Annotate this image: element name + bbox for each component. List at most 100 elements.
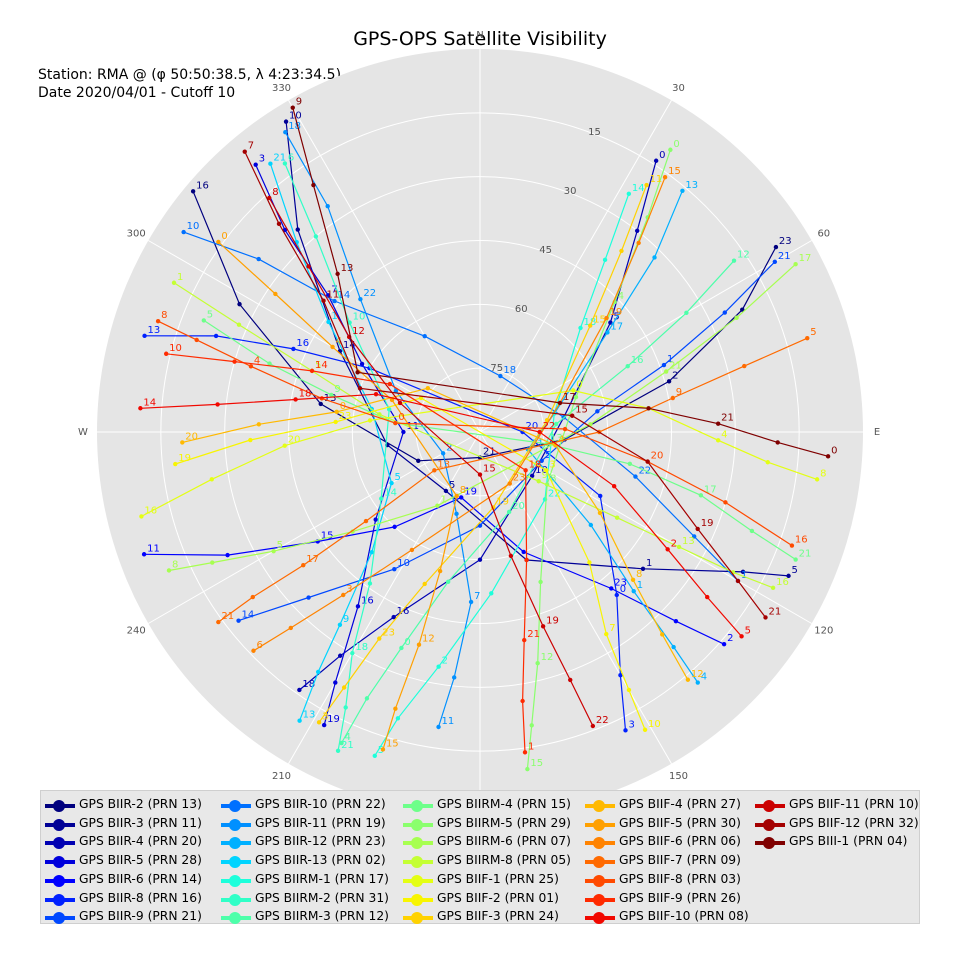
legend-label: GPS BIIR-10 (PRN 22) [255, 797, 386, 811]
hour-label: 7 [248, 141, 254, 152]
track-point [611, 484, 617, 489]
hour-label: 16 [631, 355, 644, 366]
track-point [173, 461, 178, 467]
track-point [337, 653, 343, 658]
track-point [662, 175, 668, 180]
legend-label: GPS BIIF-12 (PRN 32) [789, 815, 919, 830]
track-point [283, 119, 289, 124]
track-point [333, 680, 338, 685]
track-point [529, 723, 534, 728]
hour-label: 20 [512, 501, 525, 512]
legend-swatch-dot [229, 800, 241, 812]
r-tick-label: 75 [490, 363, 503, 374]
track-point [742, 363, 747, 369]
track-point [734, 315, 739, 320]
track-point [379, 496, 384, 501]
hour-label: 14 [315, 360, 328, 371]
legend-swatch-dot [229, 893, 241, 906]
track-point [276, 221, 282, 227]
track-point [422, 333, 427, 339]
track-point [290, 105, 295, 110]
track-point [661, 362, 667, 368]
legend-swatch-dot [593, 856, 605, 869]
legend-label: GPS BIIRM-4 (PRN 15) [437, 797, 571, 811]
track-point [508, 553, 514, 559]
track-point [401, 429, 406, 435]
hour-label: 5 [315, 360, 321, 371]
track-point [715, 421, 721, 426]
hour-label: 14 [343, 340, 356, 351]
track-point [630, 577, 636, 583]
hour-label: 16 [144, 505, 157, 516]
track-point [311, 182, 316, 188]
station-info: Station: RMA @ (φ 50:50:38.5, λ 4:23:34.… [38, 67, 342, 83]
track-point [355, 604, 361, 609]
hour-label: 13 [550, 433, 563, 444]
hour-label: 18 [584, 317, 597, 328]
legend-label: GPS BIIR-2 (PRN 13) [79, 797, 202, 811]
track-point [216, 619, 221, 625]
hour-label: 20 [526, 421, 539, 432]
hour-label: 14 [143, 397, 156, 408]
track-point [350, 650, 355, 656]
hour-label: 23 [339, 411, 352, 422]
hour-label: 1 [177, 272, 183, 283]
track-point [138, 406, 143, 411]
track-point [553, 421, 559, 427]
track-point [248, 437, 253, 443]
hour-label: 10 [187, 221, 200, 232]
track-point [355, 370, 360, 375]
track-point [668, 147, 673, 152]
track-point [209, 477, 214, 482]
hour-label: 7 [609, 623, 615, 634]
hour-label: 0 [831, 445, 837, 456]
track-point [432, 468, 437, 473]
hour-label: 6 [288, 152, 294, 163]
legend-swatch-dot [593, 800, 605, 812]
hour-label: 7 [331, 284, 337, 295]
track-point [731, 258, 737, 263]
legend-label: GPS BIIR-12 (PRN 23) [255, 834, 386, 849]
hour-label: 10 [648, 719, 661, 730]
track-point [373, 391, 379, 397]
hour-label: 0 [221, 231, 227, 242]
track-point [588, 522, 594, 528]
hour-label: 21 [721, 413, 734, 424]
hour-label: 13 [685, 180, 698, 191]
track-point [772, 259, 778, 264]
hour-label: 0 [576, 379, 582, 390]
r-tick-label: 45 [539, 245, 552, 256]
azimuth-label: 150 [669, 771, 688, 782]
hour-label: 23 [382, 628, 395, 639]
track-point [389, 480, 394, 486]
legend-swatch-dot [411, 837, 423, 850]
hour-label: 9 [296, 97, 302, 108]
hour-label: 8 [550, 473, 556, 484]
hour-label: 21 [221, 611, 234, 622]
track-point [562, 426, 568, 432]
legend-label: GPS BIIRM-3 (PRN 12) [255, 909, 389, 924]
hour-label: 14 [242, 610, 255, 621]
track-point [814, 477, 820, 482]
azimuth-label: E [874, 427, 880, 438]
hour-label: 21 [273, 153, 286, 164]
hour-label: 4 [254, 355, 260, 366]
track-point [393, 420, 398, 426]
azimuth-label: 60 [817, 229, 830, 240]
hour-label: 16 [361, 595, 374, 606]
track-point [676, 544, 682, 550]
track-point [392, 524, 397, 530]
track-point [604, 315, 609, 321]
track-point [695, 680, 700, 685]
hour-label: 1 [646, 558, 652, 569]
track-point [765, 460, 770, 465]
track-point [321, 298, 326, 303]
track-point [306, 595, 311, 600]
track-point [539, 458, 544, 463]
legend-label: GPS BIIR-6 (PRN 14) [79, 871, 202, 886]
track-point [397, 400, 403, 406]
hour-label: 5 [395, 472, 401, 483]
track-point [256, 256, 261, 262]
track-point [210, 560, 215, 565]
legend-label: GPS BIIF-8 (PRN 03) [619, 871, 741, 886]
